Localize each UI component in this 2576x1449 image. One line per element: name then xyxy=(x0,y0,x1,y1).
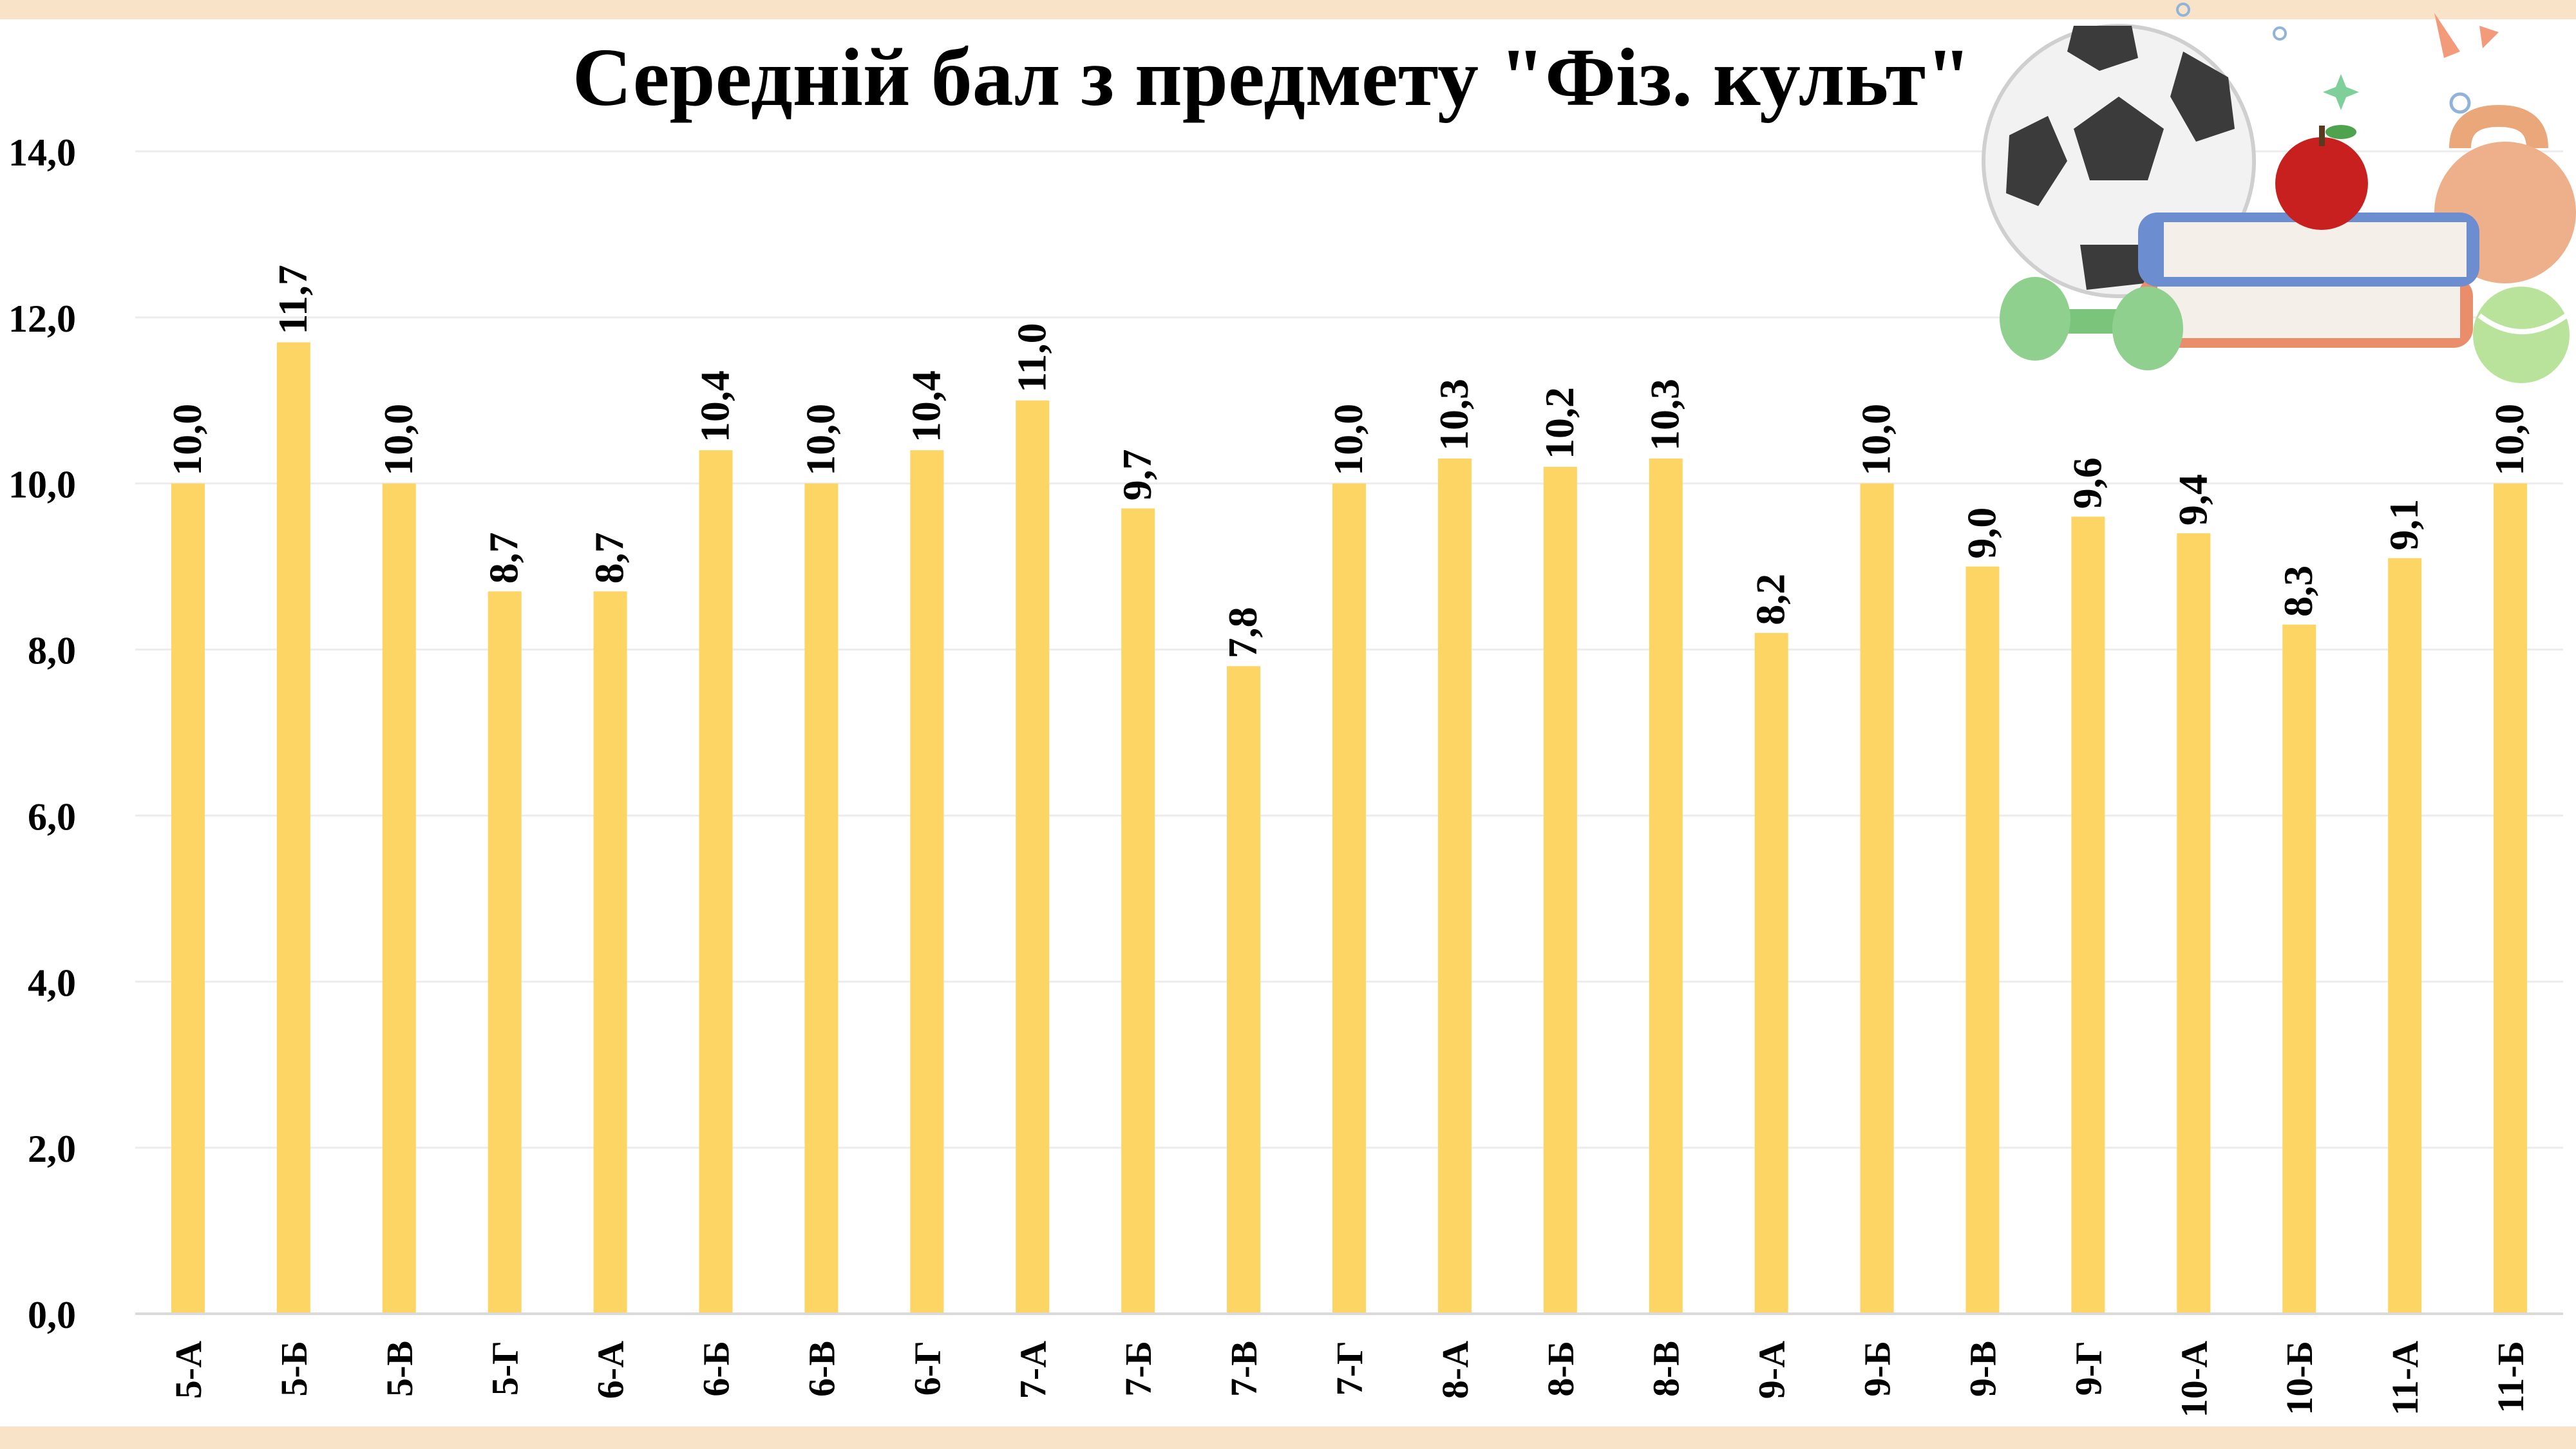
data-label: 9,4 xyxy=(2170,474,2215,526)
y-tick-label: 12,0 xyxy=(8,298,76,340)
x-tick-label: 10-Б xyxy=(2278,1341,2320,1416)
data-label: 10,0 xyxy=(797,404,843,476)
x-tick-label: 6-В xyxy=(800,1341,842,1397)
x-tick-label: 8-Б xyxy=(1540,1341,1582,1397)
sparkle-decor xyxy=(2176,3,2499,114)
data-label: 10,4 xyxy=(903,370,949,442)
data-label: 8,2 xyxy=(1748,574,1794,625)
bars xyxy=(171,342,2528,1314)
chart-title: Середній бал з предмету "Фіз. культ" xyxy=(572,32,1972,123)
y-tick-label: 10,0 xyxy=(8,464,76,506)
data-label: 9,1 xyxy=(2381,499,2427,551)
data-label: 8,7 xyxy=(587,532,632,583)
x-tick-label: 5-В xyxy=(379,1341,421,1397)
data-label: 10,0 xyxy=(164,404,210,476)
bar xyxy=(382,483,416,1314)
bar xyxy=(2177,533,2211,1314)
books-icon xyxy=(2138,213,2479,348)
bar xyxy=(488,591,522,1314)
data-label: 10,2 xyxy=(1537,387,1582,459)
data-label: 8,3 xyxy=(2275,565,2321,617)
bar xyxy=(910,450,944,1314)
x-tick-label: 9-В xyxy=(1962,1341,2003,1397)
data-label: 9,7 xyxy=(1114,449,1160,500)
x-tick-label: 10-А xyxy=(2173,1341,2215,1417)
bar xyxy=(1543,466,1577,1314)
x-tick-label: 11-А xyxy=(2384,1341,2426,1416)
bar xyxy=(2494,483,2528,1314)
x-tick-label: 9-Г xyxy=(2067,1341,2109,1396)
data-label: 11,0 xyxy=(1009,323,1054,392)
data-label: 10,0 xyxy=(1853,404,1899,476)
x-tick-label: 6-Г xyxy=(906,1341,948,1396)
y-tick-label: 2,0 xyxy=(28,1128,76,1170)
bar xyxy=(171,483,205,1314)
bar xyxy=(1754,632,1788,1314)
x-tick-label: 5-Г xyxy=(484,1341,526,1396)
x-tick-label: 7-А xyxy=(1012,1341,1054,1399)
data-label: 11,7 xyxy=(270,265,316,334)
bar xyxy=(1332,483,1366,1314)
sports-illustration xyxy=(1982,3,2576,383)
bar xyxy=(1965,566,2000,1314)
bar xyxy=(1437,459,1472,1314)
y-tick-label: 14,0 xyxy=(8,131,76,174)
x-tick-label: 9-А xyxy=(1751,1341,1793,1399)
bar xyxy=(593,591,627,1314)
value-labels: 10,0 11,7 10,0 8,7 8,7 10,4 10,0 10,4 11,0 9,7 7,8… xyxy=(164,265,2532,658)
bar xyxy=(699,450,733,1314)
x-tick-label: 7-Б xyxy=(1117,1341,1159,1397)
x-tick-label: 7-Г xyxy=(1329,1341,1370,1396)
data-label: 10,3 xyxy=(1431,379,1477,451)
x-tick-label: 6-Б xyxy=(696,1341,737,1397)
bar xyxy=(1121,508,1155,1314)
bar xyxy=(1860,483,1894,1314)
y-tick-label: 8,0 xyxy=(28,630,76,672)
bar xyxy=(2071,516,2105,1314)
data-label: 8,7 xyxy=(481,532,527,583)
bar xyxy=(1016,400,1050,1314)
data-label: 10,4 xyxy=(692,370,738,442)
bottom-decor-band xyxy=(0,1426,2576,1449)
x-axis: 5-А 5-Б 5-В 5-Г 6-А 6-Б 6-В 6-Г 7-А 7-Б 7-В 7-Г 8-А 8… xyxy=(135,1312,2563,1417)
x-tick-label: 7-В xyxy=(1223,1341,1265,1397)
apple-icon xyxy=(2275,125,2368,230)
bar xyxy=(1227,666,1261,1314)
dumbbell-icon xyxy=(2000,277,2183,370)
x-tick-label: 8-В xyxy=(1645,1341,1687,1397)
x-tick-label: 8-А xyxy=(1434,1341,1476,1399)
y-tick-label: 4,0 xyxy=(28,961,76,1004)
data-label: 9,0 xyxy=(1958,507,2004,559)
x-tick-label: 5-А xyxy=(167,1341,209,1399)
bar xyxy=(2282,624,2316,1314)
y-axis: 0,0 2,0 4,0 6,0 8,0 10,0 12,0 14,0 xyxy=(8,131,76,1336)
data-label: 10,3 xyxy=(1642,379,1688,451)
data-label: 10,0 xyxy=(1325,404,1371,476)
y-tick-label: 0,0 xyxy=(28,1294,76,1336)
data-label: 10,0 xyxy=(2486,404,2532,476)
x-tick-label: 11-Б xyxy=(2490,1341,2532,1413)
bar xyxy=(276,342,310,1314)
tennis-ball-icon xyxy=(2473,287,2570,383)
bar xyxy=(804,483,838,1314)
bar xyxy=(1649,459,1683,1314)
x-tick-label: 5-Б xyxy=(273,1341,315,1397)
top-decor-band xyxy=(0,0,2576,19)
y-tick-label: 6,0 xyxy=(28,795,76,838)
data-label: 7,8 xyxy=(1220,607,1265,658)
data-label: 10,0 xyxy=(375,404,421,476)
x-tick-label: 6-А xyxy=(590,1341,632,1399)
bar xyxy=(2388,558,2422,1314)
x-tick-label: 9-Б xyxy=(1857,1341,1899,1397)
data-label: 9,6 xyxy=(2064,457,2110,509)
